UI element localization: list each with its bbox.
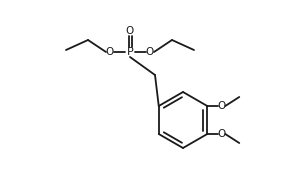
Text: O: O [106, 47, 114, 57]
Text: P: P [127, 47, 133, 57]
Text: O: O [217, 101, 225, 111]
Text: O: O [126, 26, 134, 36]
Text: O: O [217, 129, 225, 139]
Text: O: O [146, 47, 154, 57]
